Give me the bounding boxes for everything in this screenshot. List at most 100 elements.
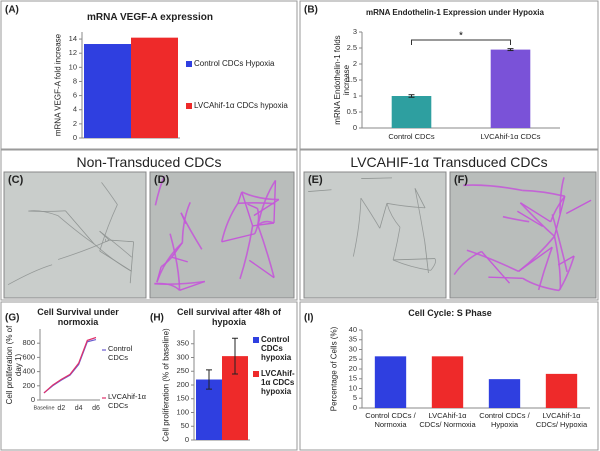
y-tick-label: 0.5: [347, 107, 357, 116]
y-axis-label: Cell proliferation (% of baseline): [161, 328, 171, 442]
x-tick-label: Control CDCs: [388, 132, 435, 141]
vessel-network: [430, 258, 436, 271]
chart-title: Cell Survival under normoxia: [37, 307, 119, 328]
vessel-network: [517, 210, 544, 228]
vessel-network: [57, 215, 95, 245]
vessel-network: [99, 230, 132, 258]
y-tick-label: 300: [176, 352, 189, 361]
vessel-network: [101, 182, 118, 205]
legend-label: Control CDCs Hypoxia: [194, 59, 275, 68]
vessel-network: [129, 241, 134, 284]
bar: [84, 44, 131, 138]
vessel-network: [360, 197, 381, 229]
vessel-network: [519, 202, 552, 223]
vessel-network: [257, 179, 277, 226]
panel-label: (B): [304, 5, 318, 16]
vessel-network: [94, 243, 132, 272]
y-tick-label: 35: [349, 335, 357, 344]
vessel-network: [565, 199, 592, 215]
x-tick-label: Control CDCs / Hypoxia: [479, 411, 530, 429]
vessel-network: [453, 250, 482, 276]
vessel-network: [57, 239, 110, 260]
y-tick-label: 4: [73, 105, 77, 114]
bar: [488, 379, 521, 408]
vessel-network: [160, 256, 173, 268]
microscopy-image: [149, 171, 295, 299]
vessel-network: [549, 195, 566, 223]
panel-label: (D): [154, 174, 170, 186]
y-tick-label: 3: [353, 27, 357, 36]
y-tick-label: 600: [22, 352, 35, 361]
microscopy-image: [449, 171, 597, 299]
vessel-network: [386, 203, 401, 228]
bar: [131, 37, 178, 138]
vessel-network: [171, 256, 188, 263]
y-tick-label: 0: [73, 133, 77, 142]
legend-label: LVCAhif-1α CDCs hypoxia: [261, 369, 295, 397]
vessel-network: [466, 249, 519, 273]
legend-label: LVCAhif-1α CDCs hypoxia: [194, 101, 288, 110]
legend-label: Control CDCs hypoxia: [261, 335, 292, 363]
y-tick-label: 200: [176, 380, 189, 389]
legend-label: LVCAhif-1α CDCs: [108, 392, 146, 410]
legend-swatch: [253, 371, 259, 377]
x-tick-label: d6: [92, 405, 100, 412]
panel-label: (H): [150, 313, 164, 324]
vessel-network: [154, 282, 181, 291]
x-tick-label: LVCAhif-1α CDCs: [480, 132, 541, 141]
y-tick-label: 6: [73, 91, 77, 100]
significance-bracket: [411, 39, 511, 45]
panel-frame: [0, 0, 298, 150]
vessel-network: [171, 242, 183, 258]
x-tick-label: Baseline: [33, 405, 54, 411]
vessel-network: [154, 175, 166, 206]
line-series: [43, 336, 97, 394]
vessel-network: [248, 259, 275, 279]
vessel-network: [557, 255, 575, 266]
bar: [431, 356, 464, 408]
y-tick-label: 20: [349, 364, 357, 373]
y-tick-label: 400: [22, 367, 35, 376]
y-tick-label: 5: [353, 393, 357, 402]
y-tick-label: 2: [353, 59, 357, 68]
chart-title: Cell survival after 48h of hypoxia: [176, 307, 282, 328]
vessel-network: [169, 233, 181, 291]
y-tick-label: 0: [185, 435, 189, 444]
y-tick-label: 10: [349, 383, 357, 392]
vessel-network: [518, 246, 553, 272]
line-series: [43, 339, 97, 394]
vessel-network: [252, 222, 275, 227]
vessel-network: [180, 212, 203, 250]
vessel-network: [28, 210, 66, 212]
vessel-network: [247, 203, 258, 210]
y-tick-label: 800: [22, 338, 35, 347]
y-tick-label: 10: [69, 62, 77, 71]
vessel-network: [392, 227, 401, 261]
legend-swatch: [253, 337, 259, 343]
vessel-network: [379, 203, 388, 229]
vessel-network: [522, 277, 560, 292]
vessel-network: [109, 239, 134, 243]
legend-label: Control CDCs: [108, 344, 133, 362]
panel-frame: [0, 149, 298, 301]
y-tick-label: 0: [31, 395, 35, 404]
panel-label: (I): [304, 313, 313, 324]
y-tick-label: 0: [353, 403, 357, 412]
y-tick-label: 1: [353, 91, 357, 100]
vessel-network: [179, 280, 206, 291]
panel-frame: [299, 301, 599, 451]
x-tick-label: d2: [57, 405, 65, 412]
panel-frame: [299, 0, 599, 150]
bar: [374, 356, 407, 408]
x-tick-label: Control CDCs / Normoxia: [365, 411, 416, 429]
y-tick-label: 40: [349, 325, 357, 334]
vessel-network: [558, 255, 575, 291]
vessel-network: [65, 210, 95, 245]
y-tick-label: 200: [22, 381, 35, 390]
panel-label: (G): [5, 313, 19, 324]
y-tick-label: 2.5: [347, 43, 357, 52]
image-heading: Non-Transduced CDCs: [76, 154, 222, 170]
vessel-network: [414, 188, 426, 243]
y-tick-label: 15: [349, 374, 357, 383]
y-axis-label: mRNA Endothelin-1 folds increase: [332, 35, 351, 125]
